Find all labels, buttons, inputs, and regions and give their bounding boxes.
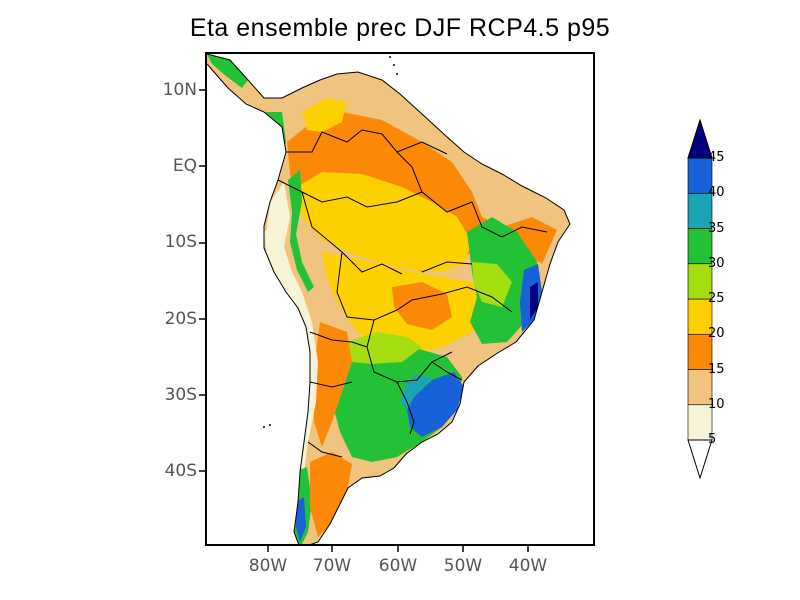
zone-yellow-north <box>302 98 347 132</box>
map-frame <box>205 52 595 546</box>
zone-green-andes <box>288 170 314 292</box>
colorbar-label-20: 20 <box>708 326 725 342</box>
colorbar-swatch-40 <box>687 157 713 194</box>
south-america-map <box>207 54 571 544</box>
colorbar-label-35: 35 <box>708 220 725 236</box>
islands <box>263 56 398 428</box>
colorbar-swatch-20 <box>687 298 713 335</box>
colorbar-swatch-15 <box>687 333 713 370</box>
colorbar-label-25: 25 <box>708 291 725 306</box>
lat-label-10n: 10N <box>162 80 197 100</box>
colorbar-swatches <box>687 157 713 441</box>
colorbar-label-5: 5 <box>708 432 717 447</box>
lon-label-70w: 70W <box>312 556 352 576</box>
lon-label-60w: 60W <box>378 556 418 576</box>
zone-blue-colombia <box>268 122 280 174</box>
zone-orange-argentina <box>314 322 352 447</box>
country-borders <box>207 54 571 544</box>
colorbar-label-40: 40 <box>708 185 725 201</box>
zone-lightgreen-south <box>347 332 422 364</box>
lat-label-30s: 30S <box>164 385 197 405</box>
zone-green-centralamerica <box>207 54 248 88</box>
colorbar-label-15: 15 <box>708 361 725 377</box>
colorbar-top-arrow <box>687 118 713 159</box>
zone-blue-chile <box>296 497 306 542</box>
colorbar-label-30: 30 <box>708 255 725 271</box>
lon-label-40w: 40W <box>508 556 548 576</box>
colorbar-bottom-arrow <box>687 439 713 480</box>
zone-lightgreen-east <box>472 262 512 307</box>
lon-label-50w: 50W <box>443 556 483 576</box>
map-title: Eta ensemble prec DJF RCP4.5 p95 <box>189 14 611 42</box>
colorbar <box>687 118 713 480</box>
lon-label-80w: 80W <box>248 556 288 576</box>
zone-orange-patagonia <box>310 452 352 537</box>
zone-orange-central <box>392 282 452 330</box>
colorbar-swatch-35 <box>687 192 713 229</box>
lat-label-40s: 40S <box>164 461 197 481</box>
zone-teal-southeast <box>400 374 432 410</box>
lat-label-eq: EQ <box>172 156 197 176</box>
colorbar-swatch-30 <box>687 228 713 265</box>
lat-label-20s: 20S <box>164 309 197 329</box>
zone-yellow-amazon <box>297 172 472 272</box>
zone-blue-southeast <box>407 372 464 437</box>
lat-label-10s: 10S <box>164 232 197 252</box>
colorbar-swatch-5 <box>687 404 713 441</box>
zone-darkblue-eastcoast <box>530 282 538 320</box>
colorbar-label-10: 10 <box>708 396 725 412</box>
colorbar-label-45: 45 <box>708 150 725 165</box>
